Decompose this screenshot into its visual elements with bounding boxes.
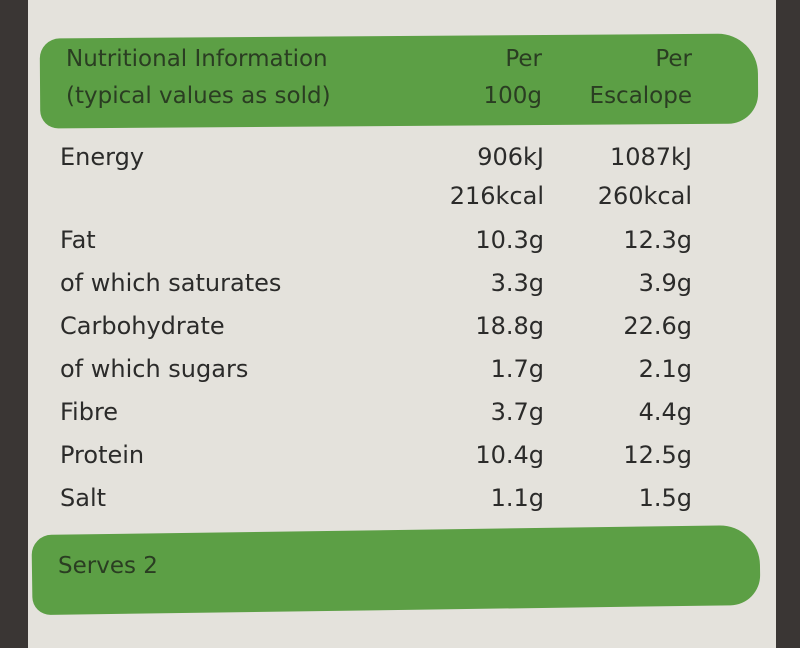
- value-per-100g: 216kcal: [449, 182, 544, 210]
- row-label: Carbohydrate: [60, 312, 225, 340]
- header-per-escalope: Per: [655, 46, 692, 72]
- header-title: (typical values as sold): [66, 83, 331, 109]
- value-per-100g: 3.7g: [490, 398, 544, 426]
- value-per-100g: 906kJ: [477, 143, 544, 171]
- value-per-escalope: 12.3g: [623, 226, 692, 254]
- value-per-escalope: 2.1g: [638, 355, 692, 383]
- value-per-escalope: 260kcal: [597, 182, 692, 210]
- row-label: Salt: [60, 484, 107, 512]
- footer-text: Serves 2: [58, 553, 158, 579]
- header-per-100g: 100g: [483, 83, 543, 109]
- value-per-escalope: 1.5g: [638, 484, 692, 512]
- row-label: of which sugars: [60, 355, 249, 383]
- row-label: Fat: [60, 226, 96, 254]
- header-title: Nutritional Information: [66, 46, 328, 72]
- label-card: Nutritional Information Per Per (typical va…: [28, 0, 776, 648]
- row-label: of which saturates: [60, 269, 282, 297]
- value-per-escalope: 4.4g: [638, 398, 692, 426]
- value-per-escalope: 3.9g: [638, 269, 692, 297]
- value-per-100g: 10.3g: [475, 226, 544, 254]
- value-per-100g: 3.3g: [490, 269, 544, 297]
- value-per-100g: 1.1g: [490, 484, 544, 512]
- value-per-escalope: 12.5g: [623, 441, 692, 469]
- row-label: Fibre: [60, 398, 119, 426]
- row-label: Protein: [60, 441, 145, 469]
- value-per-100g: 10.4g: [475, 441, 544, 469]
- value-per-100g: 1.7g: [490, 355, 544, 383]
- value-per-escalope: 22.6g: [623, 312, 692, 340]
- header-per-100g: Per: [505, 46, 542, 72]
- header-per-escalope: Escalope: [589, 83, 692, 109]
- value-per-escalope: 1087kJ: [609, 143, 692, 171]
- value-per-100g: 18.8g: [475, 312, 544, 340]
- row-label: Energy: [60, 143, 145, 171]
